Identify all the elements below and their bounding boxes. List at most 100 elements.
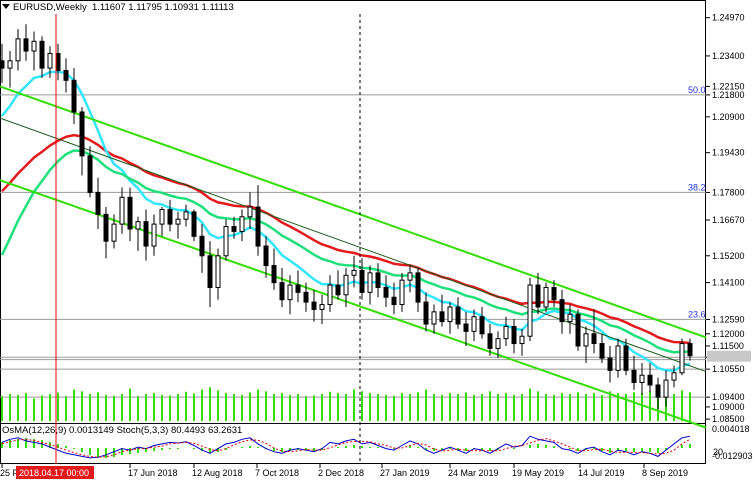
candle-down: [375, 272, 381, 288]
candle-down: [63, 70, 69, 81]
candle-down: [487, 333, 493, 349]
candle-up: [431, 311, 437, 325]
candle-down: [71, 79, 77, 113]
candle-down: [647, 374, 653, 386]
candle-down: [479, 316, 485, 335]
candle-down: [95, 191, 101, 215]
stoch-main-line: [1, 435, 691, 459]
candle-down: [575, 313, 581, 347]
candle-down: [191, 211, 197, 237]
candle-up: [583, 333, 589, 347]
candle-up: [447, 306, 453, 323]
oscillator-axis-mid: 20: [713, 447, 723, 457]
candle-up: [239, 216, 245, 232]
candle-down: [535, 284, 541, 308]
candle-down: [559, 299, 565, 323]
candle-up: [287, 284, 293, 301]
candle-down: [463, 323, 469, 332]
chart-symbol: EURUSD,Weekly: [13, 2, 87, 13]
price-label: 1.17800: [712, 187, 745, 197]
candle-down: [0, 60, 5, 69]
candle-down: [391, 296, 397, 306]
candle-down: [39, 40, 45, 69]
fib-label: 38.2: [688, 182, 706, 192]
candle-down: [79, 111, 85, 157]
candle-up: [343, 274, 349, 296]
candle-down: [383, 286, 389, 298]
candle-up: [183, 211, 189, 220]
candle-down: [55, 52, 61, 72]
candle-down: [23, 38, 29, 52]
price-label: 1.23400: [712, 51, 745, 61]
fib-label: 50.0: [688, 85, 706, 95]
candle-down: [551, 286, 557, 301]
price-label: 1.21800: [712, 90, 745, 100]
candle-up: [679, 343, 685, 374]
triangle-down-icon: [2, 4, 10, 9]
ema-green-line: [0, 149, 691, 354]
ema-red-line: [1, 133, 691, 345]
candle-up: [543, 286, 549, 308]
candle-down: [455, 306, 461, 325]
price-label: 1.22150: [712, 81, 745, 91]
candle-down: [143, 221, 149, 247]
candle-down: [591, 333, 597, 345]
candle-down: [255, 206, 261, 247]
candle-up: [663, 379, 669, 398]
oscillator-axis-top: 0.004018: [712, 424, 750, 434]
price-label: 1.12000: [712, 329, 745, 339]
candle-down: [423, 301, 429, 325]
price-label: 1.09400: [712, 392, 745, 402]
candle-up: [319, 304, 325, 310]
time-label: 14 Jul 2019: [578, 468, 625, 478]
price-label: 1.14100: [712, 278, 745, 288]
candle-up: [527, 284, 533, 337]
candle-down: [87, 155, 93, 193]
candle-down: [271, 265, 277, 284]
candle-up: [567, 313, 573, 323]
candle-up: [367, 272, 373, 293]
candle-down: [103, 213, 109, 242]
candle-down: [687, 343, 693, 357]
candle-down: [439, 311, 445, 323]
candle-down: [127, 196, 133, 230]
candle-up: [215, 255, 221, 288]
candle-up: [151, 223, 157, 247]
candle-up: [407, 272, 413, 281]
candle-up: [671, 372, 677, 381]
price-label: 1.12590: [712, 314, 745, 324]
price-label: 1.09000: [712, 402, 745, 412]
oscillator-header: OsMA(12,26,9) 0.0013149 Stoch(5,3,3) 80.…: [2, 425, 242, 436]
candle-up: [31, 40, 37, 52]
candle-up: [399, 279, 405, 306]
candle-up: [351, 269, 357, 276]
candle-down: [311, 301, 317, 310]
price-label: 1.20900: [712, 112, 745, 122]
candle-up: [175, 218, 181, 225]
candle-down: [415, 272, 421, 303]
price-label: 1.08500: [712, 414, 745, 424]
price-label: 1.16670: [712, 215, 745, 225]
candle-up: [471, 316, 477, 332]
fib-label: 23.6: [688, 309, 706, 319]
candle-down: [623, 345, 629, 371]
candle-up: [159, 208, 165, 225]
cursor-date-box: [16, 466, 94, 479]
candle-down: [511, 325, 517, 345]
candle-down: [303, 291, 309, 303]
price-label: 1.15200: [712, 251, 745, 261]
cursor-date-label: 2018.04.17 00:00: [19, 468, 89, 478]
time-label: 19 May 2019: [512, 468, 564, 478]
time-label: 24 Mar 2019: [448, 468, 499, 478]
candle-up: [135, 221, 141, 230]
candle-down: [607, 357, 613, 371]
time-label: 25 F: [0, 468, 19, 478]
candle-up: [111, 223, 117, 242]
oscillator-axis-bottom: -0.012903: [712, 451, 753, 461]
chart-ohlc: 1.11607 1.11795 1.10931 1.11113: [92, 2, 234, 13]
candle-down: [279, 282, 285, 301]
candle-up: [495, 338, 501, 349]
candle-down: [631, 369, 637, 384]
price-label: 1.19430: [712, 148, 745, 158]
